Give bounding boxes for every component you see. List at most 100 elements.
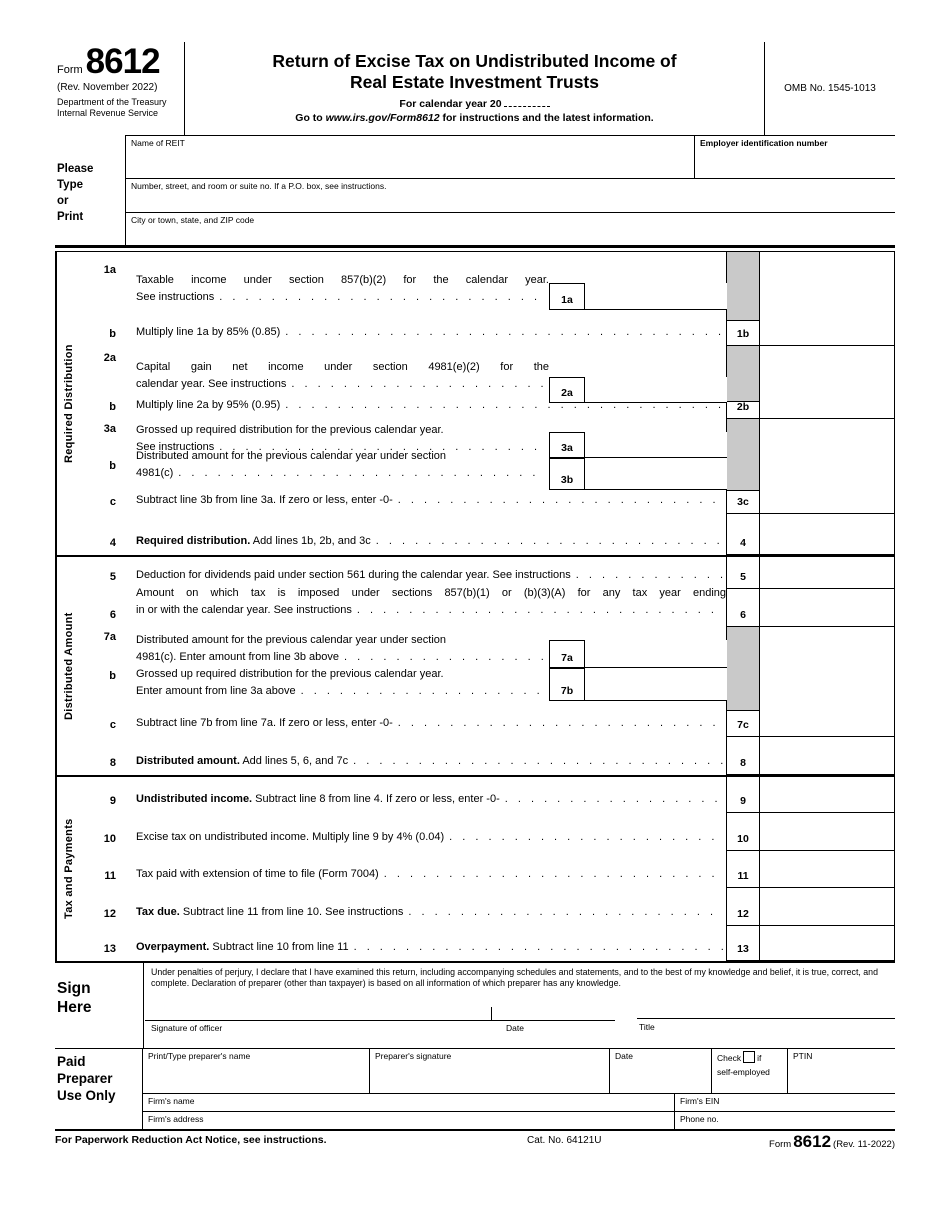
officer-signature-field[interactable] [145,1020,615,1021]
amount-8-field[interactable] [760,737,894,775]
line-5-number: 5 [109,571,116,583]
dot-leader [576,567,723,584]
line-7c-number: c [109,719,116,731]
shaded-area [726,346,760,401]
amount-column-space [760,252,894,320]
preparer-signature-label: Preparer's signature [375,1051,452,1061]
line-1a-number: 1a [103,264,116,276]
line-12-number: 12 [103,908,116,920]
inline-entry-3b-label: 3b [549,458,585,489]
signature-of-officer-label: Signature of officer [151,1023,223,1033]
form-number: 8612 [85,42,161,81]
reit-name-field[interactable]: Name of REIT [126,136,695,178]
amount-10-field[interactable] [760,813,894,851]
inline-entry-3a: 3a [549,432,727,458]
preparer-signature-field[interactable]: Preparer's signature [370,1049,610,1093]
form-footer: For Paperwork Reduction Act Notice, see … [55,1132,895,1154]
inline-entry-7b-label: 7b [549,668,585,700]
self-employed-checkbox[interactable] [743,1051,756,1063]
amount-9-field[interactable] [760,777,894,813]
amount-5-field[interactable] [760,557,894,589]
amount-2b-field[interactable] [760,401,894,419]
line-12-text: Tax due. Subtract line 11 from line 10. … [126,888,726,926]
amount-column-space [760,668,894,710]
section-label-distributed-amount: Distributed Amount [56,557,81,775]
city-state-zip-field[interactable]: City or town, state, and ZIP code [126,213,895,245]
please-type-or-print-label: Please Type or Print [57,163,94,224]
amount-7c-field[interactable] [760,710,894,737]
amount-3c-field[interactable] [760,490,894,514]
phone-field[interactable]: Phone no. [675,1112,895,1129]
section-required-distribution: Required Distribution 1a Taxable income … [55,251,895,557]
line-3b-number: b [109,460,116,472]
firm-name-field[interactable]: Firm's name [143,1094,675,1111]
inline-entry-7a-label: 7a [549,640,585,667]
firm-address-field[interactable]: Firm's address [143,1112,675,1129]
preparer-date-field[interactable]: Date [610,1049,712,1093]
ein-label: Employer identification number [700,138,828,148]
dot-leader [505,791,723,808]
inline-entry-1a: 1a [549,283,727,310]
amount-6-field[interactable] [760,589,894,627]
line-8-number: 8 [109,757,116,769]
dot-leader [398,492,723,509]
section-tax-and-payments: Tax and Payments 9 Undistributed income.… [55,777,895,963]
ein-field[interactable]: Employer identification number [695,136,895,178]
amount-12-field[interactable] [760,888,894,926]
line-2a-text: Capital gain net income under section 49… [126,346,726,401]
entity-block: Please Type or Print Name of REIT Employ… [55,135,895,248]
line-2b-box: 2b [726,401,760,419]
section-label-tax-and-payments: Tax and Payments [56,777,81,961]
amount-column-space [760,627,894,668]
line-7c-text: Subtract line 7b from line 7a. If zero o… [126,710,726,737]
paperwork-notice: For Paperwork Reduction Act Notice, see … [55,1134,327,1146]
line-2a-number: 2a [103,352,116,364]
amount-3b-field[interactable] [585,458,727,489]
calendar-year-field[interactable] [503,96,550,108]
calendar-year-label: For calendar year 20 [399,98,502,111]
amount-3a-field[interactable] [585,432,727,457]
line-1b-text: Multiply line 1a by 85% (0.85) [126,320,726,346]
line-6-number: 6 [109,609,116,621]
line-1b-box: 1b [726,320,760,346]
street-address-field[interactable]: Number, street, and room or suite no. If… [126,179,895,212]
form-title-line2: Real Estate Investment Trusts [350,71,599,92]
signature-date-label: Date [506,1023,524,1033]
line-7a-number: 7a [103,631,116,643]
amount-11-field[interactable] [760,851,894,888]
firm-ein-label: Firm's EIN [680,1096,720,1106]
line-4-box: 4 [726,514,760,555]
preparer-name-label: Print/Type preparer's name [148,1051,251,1061]
firm-address-label: Firm's address [148,1114,204,1124]
amount-2a-field[interactable] [585,377,727,402]
city-state-zip-label: City or town, state, and ZIP code [131,215,255,225]
shaded-area [726,252,760,320]
firm-name-label: Firm's name [148,1096,195,1106]
line-1b-number: b [109,328,116,340]
ptin-field[interactable]: PTIN [788,1049,895,1093]
form-title-line1: Return of Excise Tax on Undistributed In… [272,51,677,71]
amount-7a-field[interactable] [585,640,727,667]
amount-13-field[interactable] [760,926,894,961]
line-2b-number: b [109,401,116,413]
paid-preparer-section: Paid Preparer Use Only Print/Type prepar… [55,1048,895,1131]
amount-7b-field[interactable] [585,668,727,700]
line-2b-text: Multiply line 2a by 95% (0.95) [126,399,726,419]
ptin-label: PTIN [793,1051,813,1061]
amount-1b-field[interactable] [760,320,894,346]
catalog-number: Cat. No. 64121U [527,1135,602,1146]
firm-ein-field[interactable]: Firm's EIN [675,1094,895,1111]
preparer-name-field[interactable]: Print/Type preparer's name [143,1049,370,1093]
amount-4-field[interactable] [760,514,894,555]
dot-leader [384,866,723,883]
goto-suffix: for instructions and the latest informat… [439,112,654,125]
self-employed-cell: Check if self-employed [712,1049,788,1093]
irs-url: www.irs.gov/Form8612 [325,112,440,125]
officer-title-label: Title [639,1022,655,1032]
officer-title-field[interactable] [637,1018,895,1019]
line-5-box: 5 [726,557,760,589]
amount-1a-field[interactable] [585,283,727,309]
line-13-text: Overpayment. Subtract line 10 from line … [126,926,726,961]
line-7a-text: Distributed amount for the previous cale… [126,627,726,668]
